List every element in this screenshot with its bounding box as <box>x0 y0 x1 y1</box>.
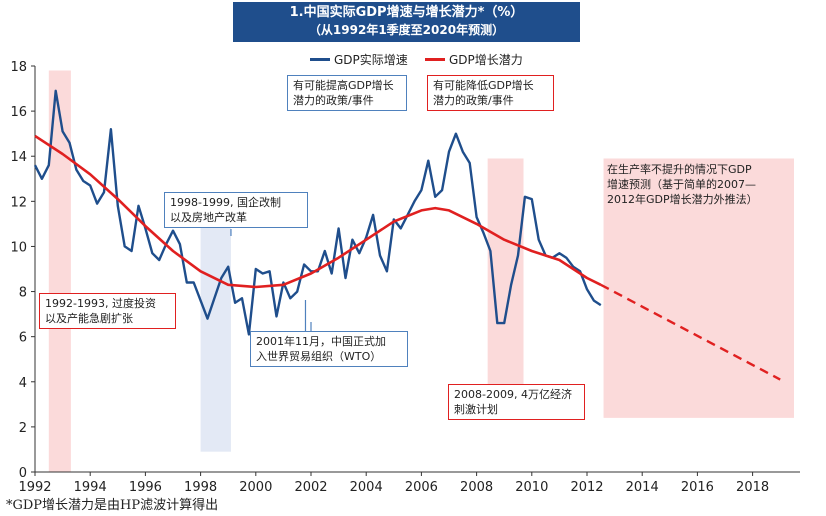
x-tick-label: 2016 <box>681 480 714 495</box>
annotation-policy-down: 有可能降低GDP增长 潜力的政策/事件 <box>427 75 554 111</box>
y-tick-label: 4 <box>19 376 27 391</box>
annotation-soe-reform: 1998-1999, 国企改制 以及房地产改革 <box>164 192 308 228</box>
x-tick-label: 1998 <box>184 480 217 495</box>
legend-label-potential: GDP增长潜力 <box>449 53 523 67</box>
annotation-overinvest: 1992-1993, 过度投资 以及产能急剧扩张 <box>39 293 176 329</box>
y-tick-label: 8 <box>19 286 27 301</box>
y-tick-label: 14 <box>10 150 27 165</box>
x-tick-label: 2012 <box>570 480 603 495</box>
x-tick-label: 1992 <box>18 480 51 495</box>
annotation-line: 2001年11月，中国正式加 <box>256 335 386 348</box>
x-tick-label: 2002 <box>294 480 327 495</box>
series-line-potential <box>34 134 602 289</box>
annotation-line: 以及房地产改革 <box>170 211 247 224</box>
legend-item-gdp: GDP实际增速 <box>310 51 408 68</box>
annotation-line: 在生产率不提升的情况下GDP <box>607 163 752 176</box>
x-tick-label: 2018 <box>736 480 769 495</box>
annotation-line: 有可能降低GDP增长 <box>433 79 534 92</box>
x-tick-label: 2004 <box>350 480 383 495</box>
annotation-line: 2008-2009, 4万亿经济 <box>454 388 572 401</box>
legend-label-gdp: GDP实际增速 <box>334 53 408 67</box>
x-tick-label: 1994 <box>74 480 107 495</box>
projection-line <box>600 283 781 381</box>
legend-swatch-potential <box>425 58 445 61</box>
x-tick-label: 2000 <box>239 480 272 495</box>
annotation-line: 1998-1999, 国企改制 <box>170 196 281 209</box>
y-tick-label: 6 <box>19 331 27 346</box>
y-tick-label: 0 <box>19 466 27 481</box>
chart-title: 1.中国实际GDP增速与增长潜力*（%） <box>289 5 524 20</box>
annotation-line: 入世界贸易组织（WTO） <box>256 350 382 363</box>
x-tick-label: 2008 <box>460 480 493 495</box>
annotation-line: 潜力的政策/事件 <box>433 94 514 107</box>
legend-item-potential: GDP增长潜力 <box>425 51 523 68</box>
annotation-line: 以及产能急剧扩张 <box>45 312 133 325</box>
annotation-line: 潜力的政策/事件 <box>293 94 374 107</box>
legend-swatch-gdp <box>310 58 330 61</box>
annotation-policy-up: 有可能提高GDP增长 潜力的政策/事件 <box>287 75 407 111</box>
y-tick-label: 12 <box>10 195 27 210</box>
footnote: *GDP增长潜力是由HP滤波计算得出 <box>6 498 219 513</box>
x-tick-label: 2014 <box>626 480 659 495</box>
x-tick-label: 2010 <box>515 480 548 495</box>
chart-title-bar: 1.中国实际GDP增速与增长潜力*（%） （从1992年1季度至2020年预测） <box>233 2 580 42</box>
x-tick-label: 2006 <box>405 480 438 495</box>
annotation-wto: 2001年11月，中国正式加 入世界贸易组织（WTO） <box>250 331 408 367</box>
annotation-line: 增速预测（基于简单的2007— <box>607 178 756 191</box>
annotation-line: 1992-1993, 过度投资 <box>45 297 156 310</box>
shaded-region <box>48 70 71 472</box>
annotation-stimulus: 2008-2009, 4万亿经济 刺激计划 <box>448 384 585 420</box>
x-tick-label: 1996 <box>129 480 162 495</box>
y-tick-label: 16 <box>10 105 27 120</box>
shaded-region <box>603 158 794 418</box>
annotation-forecast: 在生产率不提升的情况下GDP 增速预测（基于简单的2007— 2012年GDP增… <box>602 160 792 209</box>
annotation-line: 刺激计划 <box>454 403 498 416</box>
chart-subtitle: （从1992年1季度至2020年预测） <box>308 23 505 37</box>
y-tick-label: 2 <box>19 421 27 436</box>
y-tick-label: 10 <box>10 240 27 255</box>
annotation-line: 2012年GDP增长潜力外推法） <box>607 193 758 206</box>
annotation-line: 有可能提高GDP增长 <box>293 79 394 92</box>
shaded-region <box>200 214 231 452</box>
series-line-gdp <box>33 89 602 336</box>
y-tick-label: 18 <box>10 60 27 75</box>
